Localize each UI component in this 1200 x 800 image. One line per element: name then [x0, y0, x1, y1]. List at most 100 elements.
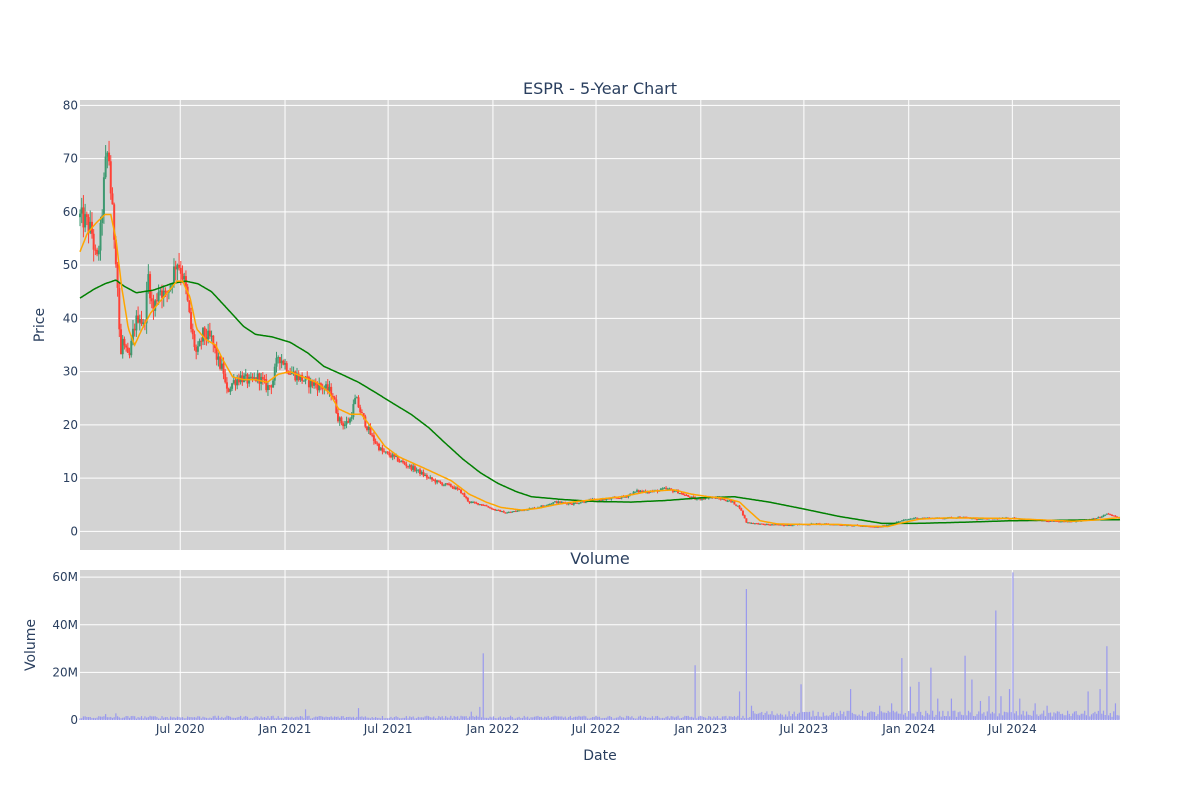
volume-bar: [173, 717, 175, 720]
volume-bar: [301, 716, 303, 720]
date-x-tick-label: Jan 2021: [258, 722, 312, 736]
volume-bar: [224, 717, 226, 720]
candle-body: [174, 266, 177, 270]
volume-bar: [979, 700, 982, 720]
volume-bar: [950, 698, 953, 720]
candle-body: [101, 215, 104, 223]
volume-bar: [164, 717, 167, 720]
volume-bar: [330, 716, 332, 720]
volume-bar: [1061, 713, 1064, 720]
candle-body: [419, 469, 422, 474]
volume-bar: [1085, 715, 1087, 720]
candle-body: [183, 276, 186, 280]
volume-bar: [1060, 714, 1062, 720]
candle-body: [584, 502, 587, 504]
candle-body: [504, 512, 507, 514]
candle-body: [384, 451, 387, 453]
volume-bar: [586, 718, 589, 720]
candle-body: [762, 523, 765, 525]
volume-bar: [1087, 691, 1089, 720]
volume-bar: [494, 718, 496, 720]
candle-body: [1059, 521, 1062, 523]
volume-bar: [82, 716, 85, 720]
volume-bar: [407, 718, 409, 720]
price-y-tick-label: 40: [63, 311, 78, 325]
candle-body: [788, 525, 791, 527]
volume-bar: [762, 714, 765, 720]
candle-body: [636, 490, 639, 492]
volume-bar: [241, 718, 243, 720]
volume-bar: [841, 713, 843, 720]
candle-body: [292, 371, 295, 373]
volume-bar: [732, 717, 734, 720]
volume-bar: [911, 713, 913, 720]
candle-body: [205, 337, 208, 340]
candle-body: [721, 498, 724, 500]
volume-bar: [820, 716, 823, 720]
volume-bar: [310, 718, 312, 720]
volume-bar: [767, 714, 770, 720]
volume-bar: [217, 715, 220, 720]
volume-bar: [633, 718, 635, 720]
volume-bar: [1058, 711, 1060, 720]
volume-bar: [238, 716, 240, 720]
volume-bar: [542, 718, 544, 720]
volume-bar: [364, 716, 366, 720]
candle-body: [518, 510, 521, 512]
volume-bar: [286, 716, 288, 720]
candle-body: [196, 346, 199, 352]
candle-body: [366, 426, 369, 430]
volume-bar: [397, 717, 399, 720]
volume-bar: [327, 717, 329, 720]
candle-body: [157, 291, 160, 301]
candle-body: [316, 385, 319, 391]
volume-axis-label: Volume: [23, 619, 39, 671]
volume-bar: [622, 717, 624, 720]
candle-body: [624, 496, 627, 498]
volume-bar: [544, 716, 546, 720]
candle-body: [340, 417, 343, 424]
volume-bar: [556, 716, 558, 720]
candle-body: [777, 524, 780, 526]
candle-body: [198, 340, 201, 347]
date-x-tick-label: Jul 2022: [571, 722, 621, 736]
chart-title: ESPR - 5-Year Chart: [523, 79, 677, 98]
volume-bar: [228, 716, 230, 720]
volume-bar: [725, 715, 727, 720]
candle-body: [413, 466, 416, 471]
candle-body: [680, 493, 683, 495]
volume-bar: [711, 718, 713, 720]
candle-body: [772, 524, 775, 526]
candle-body: [688, 496, 691, 498]
candle-body: [682, 493, 685, 495]
volume-bar: [315, 716, 317, 720]
volume-bar: [219, 717, 221, 720]
volume-bar: [81, 718, 83, 720]
volume-bar: [1043, 710, 1045, 720]
volume-bar: [973, 715, 975, 720]
volume-bar: [296, 716, 298, 720]
candle-body: [567, 503, 570, 505]
volume-bar: [448, 717, 450, 720]
volume-bar: [274, 718, 276, 720]
price-y-tick-label: 80: [63, 98, 78, 112]
volume-subplot-title: Volume: [570, 549, 630, 568]
candle-body: [364, 416, 367, 427]
volume-bar: [959, 711, 961, 720]
volume-bar: [802, 711, 804, 720]
volume-bar: [202, 716, 204, 720]
volume-bar: [110, 716, 112, 720]
candle-body: [357, 397, 360, 408]
candle-body: [555, 501, 558, 504]
volume-bar: [658, 717, 660, 720]
volume-bar: [865, 716, 867, 720]
volume-bar: [200, 718, 202, 720]
volume-bar: [1044, 716, 1046, 720]
candle-body: [234, 380, 237, 386]
candle-body: [695, 499, 698, 501]
volume-bar: [335, 716, 337, 720]
candle-body: [412, 466, 415, 470]
volume-bar: [1029, 715, 1031, 720]
volume-bar: [737, 715, 739, 720]
candle-body: [492, 509, 495, 511]
